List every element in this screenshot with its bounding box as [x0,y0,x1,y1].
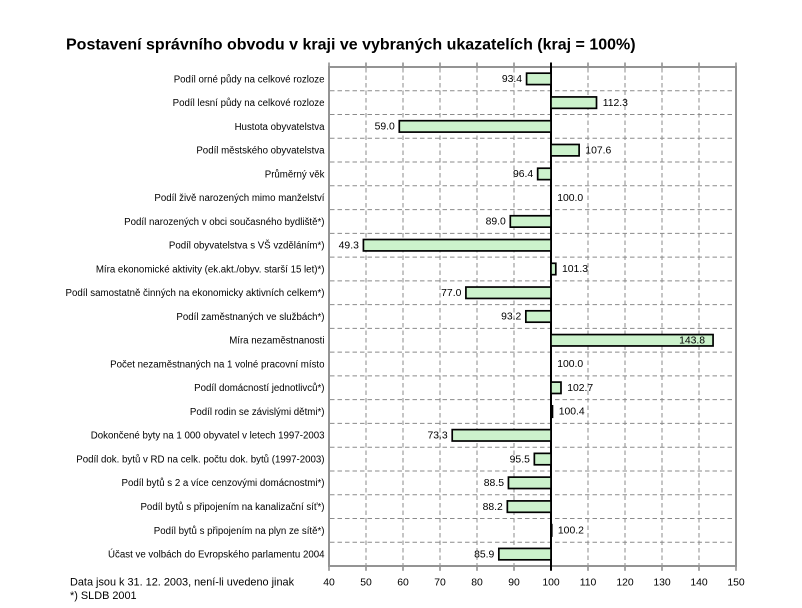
svg-text:Podíl dok. bytů v RD na celk.: Podíl dok. bytů v RD na celk. počtu dok.… [76,455,324,466]
svg-text:89.0: 89.0 [486,217,506,228]
svg-text:140: 140 [690,577,708,588]
svg-text:85.9: 85.9 [474,549,494,560]
svg-text:100: 100 [542,577,560,588]
svg-text:Míra ekonomické aktivity (ek.a: Míra ekonomické aktivity (ek.akt./obyv. … [96,264,325,275]
svg-text:Postavení správního obvodu v k: Postavení správního obvodu v kraji ve vy… [66,37,636,54]
svg-text:101.3: 101.3 [562,264,588,275]
svg-text:130: 130 [653,577,671,588]
svg-text:49.3: 49.3 [339,240,359,251]
svg-text:*) SLDB 2001: *) SLDB 2001 [70,590,137,602]
svg-text:Podíl domácností jednotlivců*): Podíl domácností jednotlivců*) [194,383,324,394]
svg-text:110: 110 [580,577,597,588]
svg-text:Dokončené byty na 1 000 obyvat: Dokončené byty na 1 000 obyvatel v letec… [91,431,325,442]
svg-text:102.7: 102.7 [567,383,593,394]
svg-text:88.5: 88.5 [484,478,504,489]
svg-text:Podíl živě narozených mimo man: Podíl živě narozených mimo manželství [154,193,324,204]
svg-text:95.5: 95.5 [510,454,530,465]
svg-text:Podíl narozených v obci součas: Podíl narozených v obci současného bydli… [124,217,324,228]
svg-text:Podíl obyvatelstva s VŠ vzdělá: Podíl obyvatelstva s VŠ vzděláním*) [169,241,325,252]
svg-text:40: 40 [323,577,335,588]
svg-text:112.3: 112.3 [603,98,628,109]
svg-text:Podíl městského obyvatelstva: Podíl městského obyvatelstva [196,146,325,157]
svg-text:73.3: 73.3 [427,431,447,442]
svg-text:70: 70 [434,577,446,588]
svg-text:Podíl lesní půdy na celkové ro: Podíl lesní půdy na celkové rozloze [173,98,325,109]
svg-text:90: 90 [508,577,520,588]
svg-text:60: 60 [397,577,409,588]
svg-text:Míra nezaměstnanosti: Míra nezaměstnanosti [229,336,324,347]
svg-text:Počet nezaměstnaných na 1 voln: Počet nezaměstnaných na 1 volné pracovní… [110,359,324,370]
svg-text:100.0: 100.0 [557,359,583,370]
svg-text:50: 50 [360,577,372,588]
svg-text:Podíl samostatně činných na ek: Podíl samostatně činných na ekonomicky a… [66,288,325,299]
svg-text:Podíl orné půdy na celkové roz: Podíl orné půdy na celkové rozloze [174,74,325,85]
svg-text:93.4: 93.4 [502,74,522,85]
svg-text:107.6: 107.6 [585,145,611,156]
svg-text:120: 120 [616,577,634,588]
svg-text:143.8: 143.8 [679,336,705,347]
svg-text:93.2: 93.2 [501,312,521,323]
svg-text:Účast ve volbách do Evropského: Účast ve volbách do Evropského parlament… [108,550,325,561]
svg-text:Hustota obyvatelstva: Hustota obyvatelstva [235,122,326,133]
svg-text:Data jsou k 31. 12. 2003, není: Data jsou k 31. 12. 2003, není-li uveden… [70,577,295,589]
svg-text:80: 80 [471,577,483,588]
svg-text:Podíl bytů s připojením na kan: Podíl bytů s připojením na kanalizační s… [140,502,324,513]
svg-text:100.2: 100.2 [558,526,584,537]
svg-text:Průměrný věk: Průměrný věk [265,169,325,180]
svg-text:150: 150 [727,577,745,588]
svg-text:100.4: 100.4 [559,407,585,418]
svg-text:Podíl zaměstnaných ve službách: Podíl zaměstnaných ve službách*) [176,312,324,323]
svg-text:Podíl rodin se závislými dětmi: Podíl rodin se závislými dětmi*) [190,407,325,418]
svg-text:96.4: 96.4 [513,169,533,180]
svg-text:59.0: 59.0 [375,122,395,133]
svg-text:77.0: 77.0 [441,288,461,299]
svg-text:Podíl bytů s 2 a více cenzovým: Podíl bytů s 2 a více cenzovými domácnos… [122,478,325,489]
svg-text:88.2: 88.2 [483,502,503,513]
svg-text:100.0: 100.0 [557,193,583,204]
svg-text:Podíl bytů s připojením na ply: Podíl bytů s připojením na plyn ze sítě*… [154,526,325,537]
